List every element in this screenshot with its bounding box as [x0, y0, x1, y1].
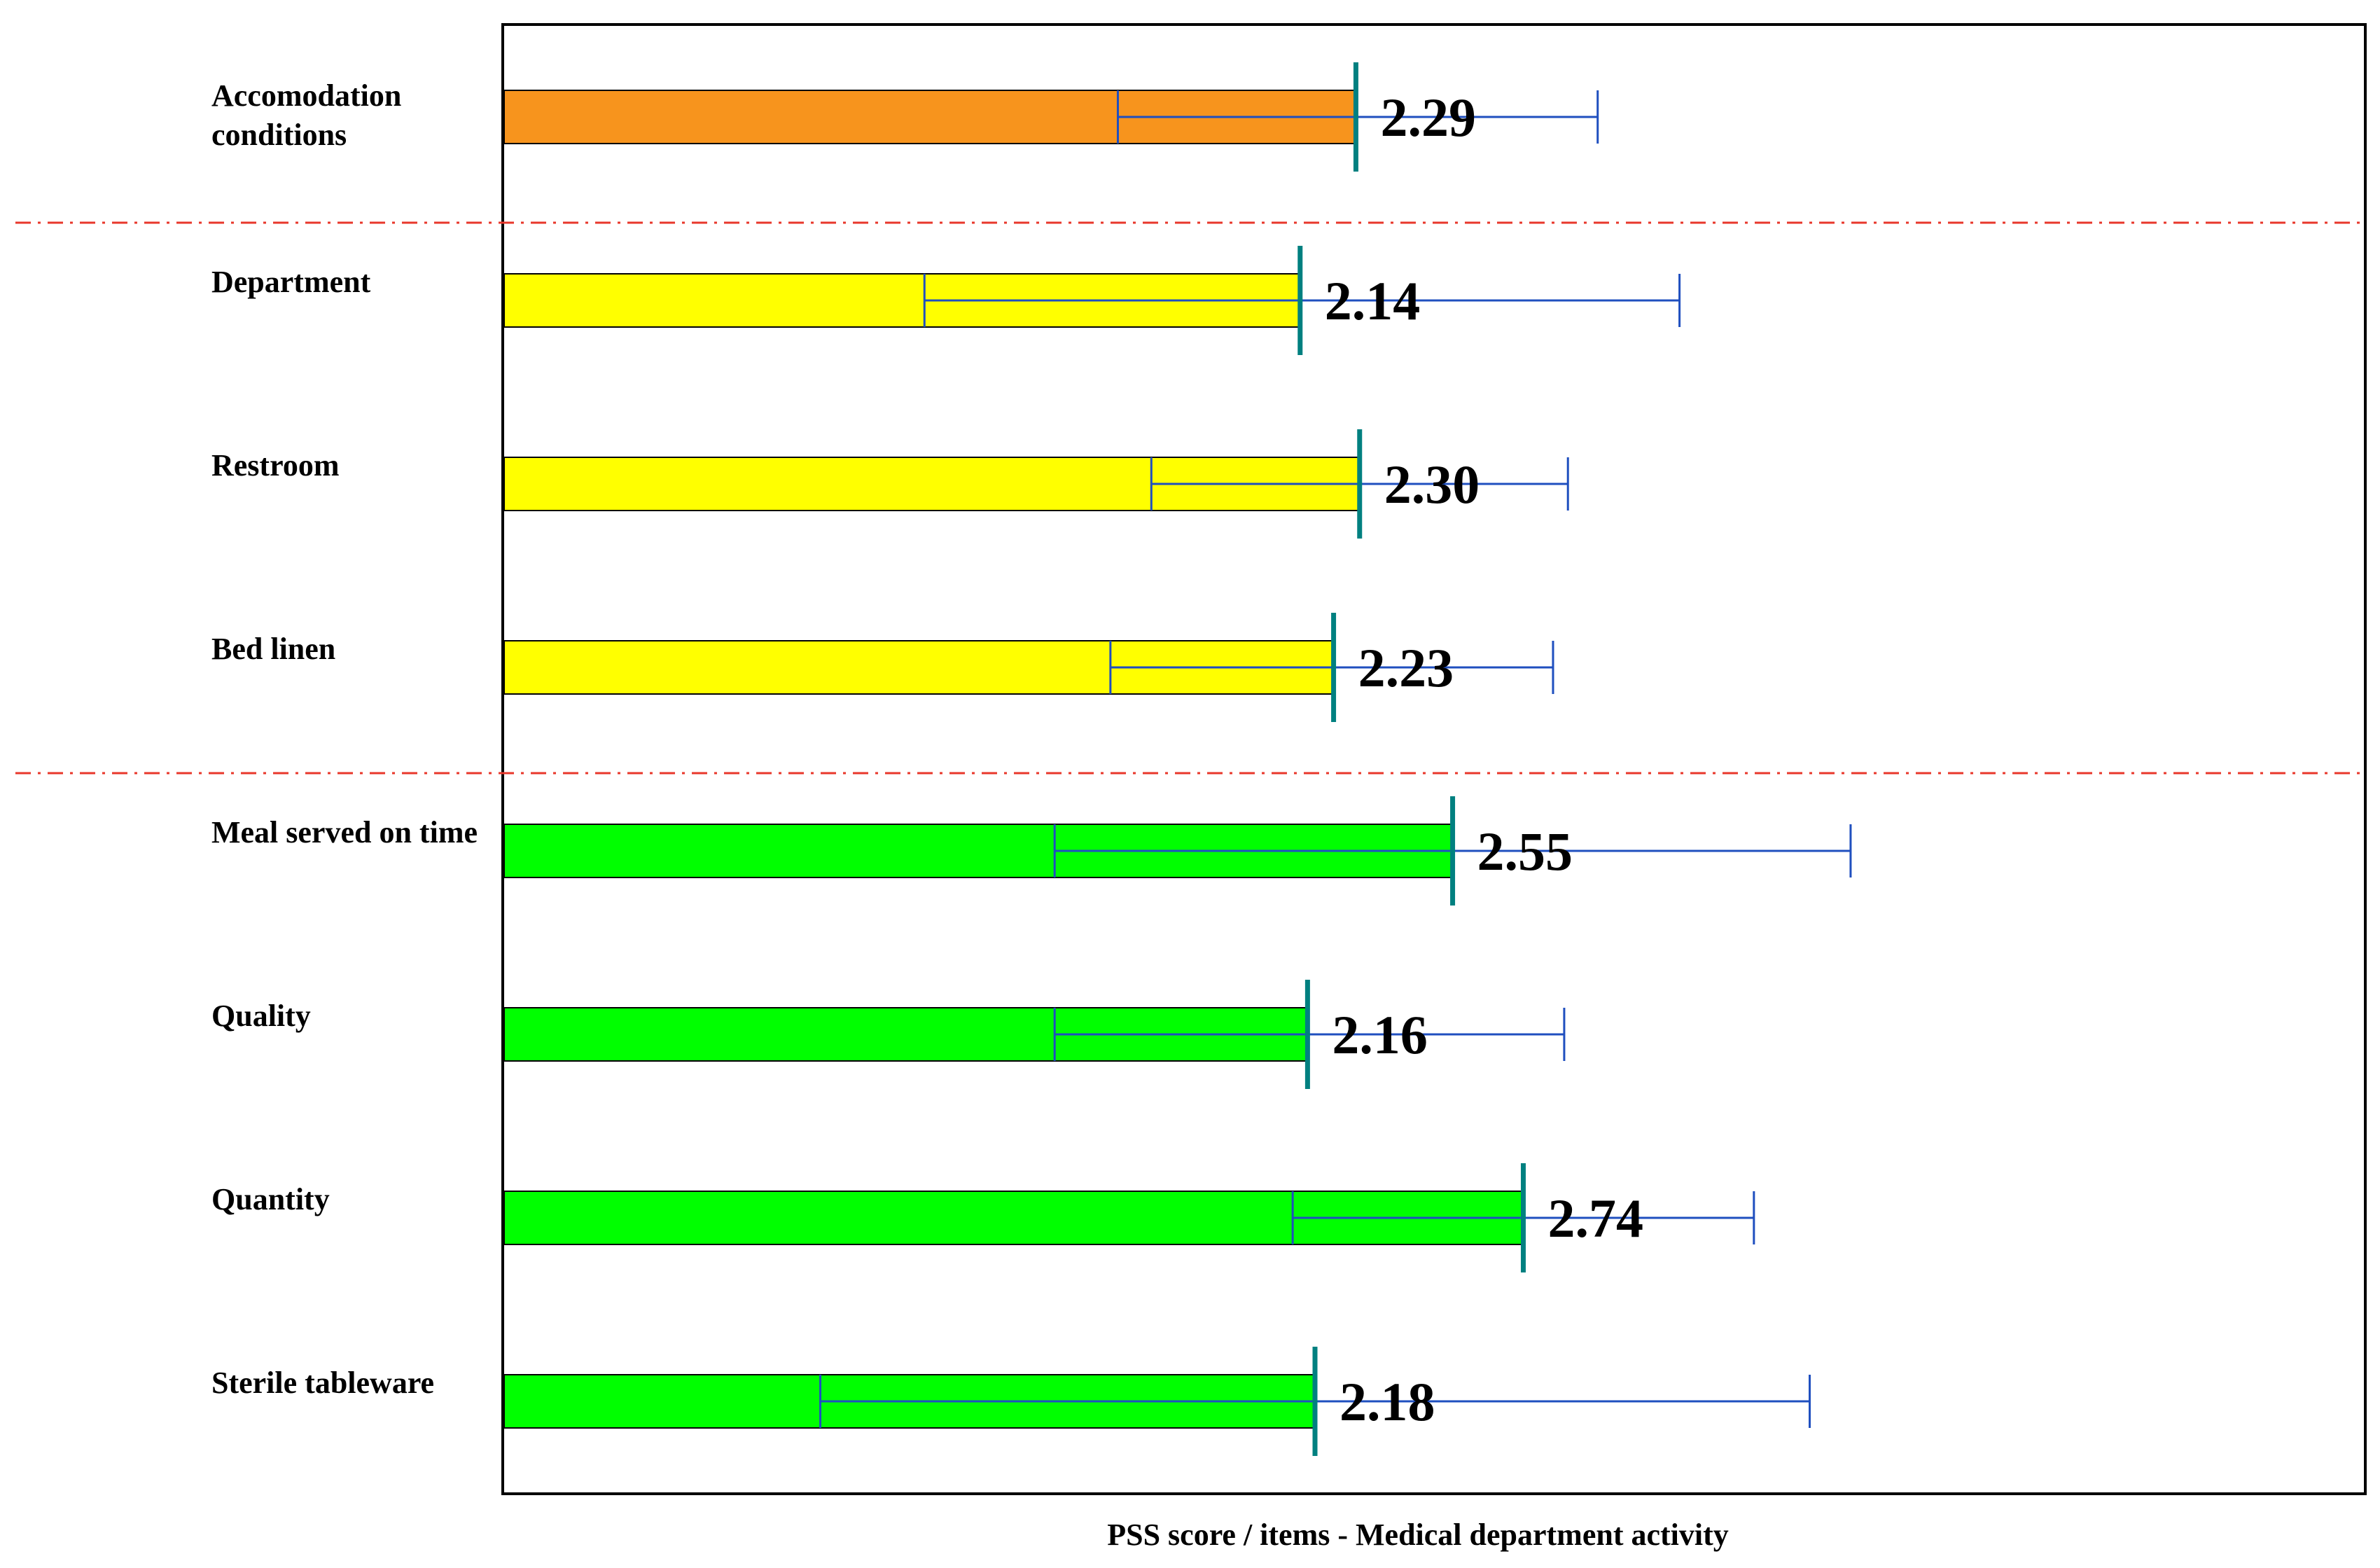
x-axis-title: PSS score / items - Medical department a… — [1107, 1518, 1729, 1552]
value-label-7: 2.18 — [1339, 1371, 1435, 1432]
value-label-3: 2.23 — [1358, 637, 1454, 698]
category-labels: Accomodation conditions Department Restroom… — [211, 78, 478, 1400]
category-label-5: Quality — [211, 999, 311, 1033]
bars: 2.29 2.14 2.30 2.23 2.55 2.16 2.74 2.18 — [503, 62, 1852, 1456]
plot-frame — [501, 23, 2367, 1495]
value-label-1: 2.14 — [1325, 270, 1421, 331]
value-label-0: 2.29 — [1380, 87, 1476, 148]
value-label-2: 2.30 — [1384, 454, 1480, 515]
value-label-6: 2.74 — [1547, 1188, 1643, 1249]
group-separators — [15, 221, 2365, 775]
value-label-4: 2.55 — [1477, 821, 1573, 882]
category-label-3: Bed linen — [211, 632, 335, 666]
category-label-0: Accomodation conditions — [211, 78, 401, 152]
category-label-2: Restroom — [211, 448, 339, 483]
value-label-5: 2.16 — [1332, 1004, 1428, 1065]
category-label-1: Department — [211, 265, 371, 299]
category-label-4: Meal served on time — [211, 815, 478, 849]
category-label-6: Quantity — [211, 1182, 330, 1216]
category-label-7: Sterile tableware — [211, 1366, 434, 1400]
